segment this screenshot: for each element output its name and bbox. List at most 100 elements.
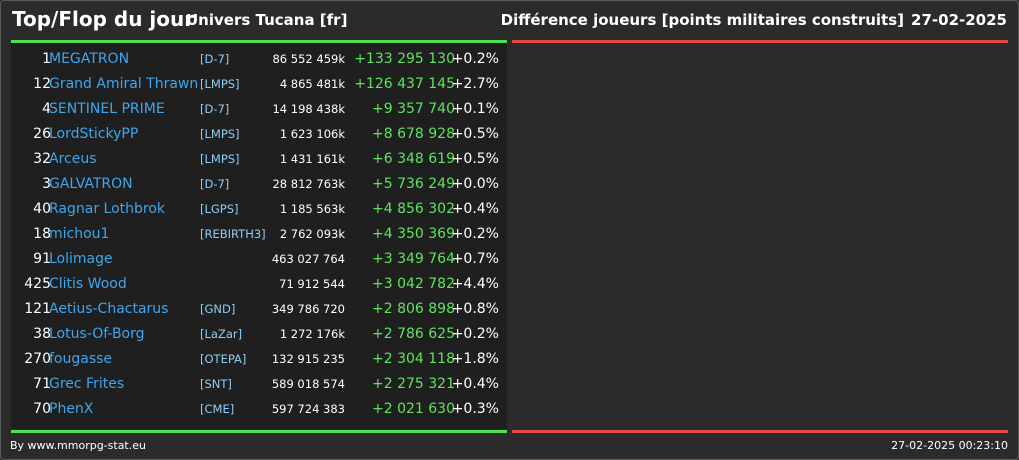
percent-change: +0.2% <box>451 226 499 242</box>
player-name-link[interactable]: MEGATRON <box>49 51 130 67</box>
player-points: 1 272 176k <box>279 327 345 341</box>
player-points: 2 762 093k <box>279 227 345 241</box>
date-label: 27-02-2025 <box>911 11 1007 29</box>
alliance-tag-link[interactable]: [SNT] <box>200 377 232 391</box>
alliance-tag-link[interactable]: [REBIRTH3] <box>200 227 266 241</box>
points-difference: +133 295 130 <box>354 51 455 67</box>
points-difference: +8 678 928 <box>372 126 455 142</box>
alliance-tag-link[interactable]: [D-7] <box>200 52 230 66</box>
player-rank: 3 <box>42 176 51 192</box>
player-name-link[interactable]: Lotus-Of-Borg <box>49 326 145 342</box>
player-points: 132 915 235 <box>271 352 345 366</box>
player-rank: 32 <box>33 151 51 167</box>
alliance-tag-link[interactable]: [GND] <box>200 302 236 316</box>
alliance-tag-link[interactable]: [D-7] <box>200 177 230 191</box>
player-row: 270 fougasse [OTEPA] 132 915 235 +2 304 118 +… <box>11 347 507 372</box>
points-difference: +2 304 118 <box>372 351 455 367</box>
player-points: 14 198 438k <box>272 102 345 116</box>
player-points: 597 724 383 <box>271 402 345 416</box>
points-difference: +2 021 630 <box>372 401 455 417</box>
alliance-tag-link[interactable]: [CME] <box>200 402 235 416</box>
percent-change: +0.8% <box>451 301 499 317</box>
player-name-link[interactable]: GALVATRON <box>49 176 133 192</box>
flop-players-panel <box>512 43 1008 429</box>
player-rank: 1 <box>42 51 51 67</box>
player-row: 425 Clitis Wood 71 912 544 +3 042 782 +4.4% <box>11 272 507 297</box>
percent-change: +0.2% <box>451 326 499 342</box>
player-name-link[interactable]: PhenX <box>49 401 94 417</box>
player-name-link[interactable]: Grand Amiral Thrawn <box>49 76 199 92</box>
player-row: 91 Lolimage 463 027 764 +3 349 764 +0.7% <box>11 247 507 272</box>
player-row: 71 Grec Frites [SNT] 589 018 574 +2 275 321 +… <box>11 372 507 397</box>
player-row: 32 Arceus [LMPS] 1 431 161k +6 348 619 +0.5% <box>11 147 507 172</box>
player-row: 3 GALVATRON [D-7] 28 812 763k +5 736 249 +0.0… <box>11 172 507 197</box>
flop-divider-bottom <box>512 430 1008 433</box>
alliance-tag-link[interactable]: [D-7] <box>200 102 230 116</box>
player-name-link[interactable]: fougasse <box>49 351 113 367</box>
player-points: 28 812 763k <box>272 177 345 191</box>
top-divider-top <box>11 40 507 43</box>
player-name-link[interactable]: michou1 <box>49 226 110 242</box>
player-name-link[interactable]: Grec Frites <box>49 376 125 392</box>
percent-change: +0.7% <box>451 251 499 267</box>
percent-change: +0.5% <box>451 151 499 167</box>
percent-change: +2.7% <box>451 76 499 92</box>
player-name-link[interactable]: Lolimage <box>49 251 113 267</box>
metric-label: Différence joueurs [points militaires co… <box>500 11 904 29</box>
player-points: 1 185 563k <box>279 202 345 216</box>
player-points: 1 431 161k <box>279 152 345 166</box>
player-row: 1 MEGATRON [D-7] 86 552 459k +133 295 130 +0.… <box>11 47 507 72</box>
page-title: Top/Flop du jour <box>12 7 195 31</box>
points-difference: +5 736 249 <box>372 176 455 192</box>
player-rank: 12 <box>33 76 51 92</box>
points-difference: +9 357 740 <box>372 101 455 117</box>
player-points: 463 027 764 <box>271 252 345 266</box>
percent-change: +0.5% <box>451 126 499 142</box>
player-rank: 270 <box>24 351 51 367</box>
alliance-tag-link[interactable]: [LMPS] <box>200 152 240 166</box>
points-difference: +2 806 898 <box>372 301 455 317</box>
player-name-link[interactable]: Ragnar Lothbrok <box>49 201 166 217</box>
alliance-tag-link[interactable]: [LMPS] <box>200 77 240 91</box>
player-points: 349 786 720 <box>271 302 345 316</box>
points-difference: +2 275 321 <box>372 376 455 392</box>
player-rank: 121 <box>24 301 51 317</box>
alliance-tag-link[interactable]: [LaZar] <box>200 327 243 341</box>
points-difference: +3 042 782 <box>372 276 455 292</box>
player-rank: 4 <box>42 101 51 117</box>
player-rank: 18 <box>33 226 51 242</box>
points-difference: +6 348 619 <box>372 151 455 167</box>
player-points: 4 865 481k <box>279 77 345 91</box>
player-name-link[interactable]: SENTINEL PRIME <box>49 101 165 117</box>
player-row: 40 Ragnar Lothbrok [LGPS] 1 185 563k +4 856 … <box>11 197 507 222</box>
player-rank: 91 <box>33 251 51 267</box>
player-rank: 70 <box>33 401 51 417</box>
player-rank: 26 <box>33 126 51 142</box>
player-name-link[interactable]: LordStickyPP <box>49 126 139 142</box>
points-difference: +4 350 369 <box>372 226 455 242</box>
percent-change: +4.4% <box>451 276 499 292</box>
universe-label: Univers Tucana [fr] <box>186 11 348 29</box>
points-difference: +2 786 625 <box>372 326 455 342</box>
percent-change: +0.4% <box>451 376 499 392</box>
player-name-link[interactable]: Clitis Wood <box>49 276 127 292</box>
player-row: 4 SENTINEL PRIME [D-7] 14 198 438k +9 357 74… <box>11 97 507 122</box>
player-row: 12 Grand Amiral Thrawn [LMPS] 4 865 481k +12… <box>11 72 507 97</box>
player-row: 121 Aetius-Chactarus [GND] 349 786 720 +2 80… <box>11 297 507 322</box>
player-points: 1 623 106k <box>279 127 345 141</box>
points-difference: +126 437 145 <box>354 76 455 92</box>
player-rank: 425 <box>24 276 51 292</box>
alliance-tag-link[interactable]: [LGPS] <box>200 202 239 216</box>
player-name-link[interactable]: Arceus <box>49 151 97 167</box>
percent-change: +0.3% <box>451 401 499 417</box>
alliance-tag-link[interactable]: [OTEPA] <box>200 352 247 366</box>
source-link[interactable]: By www.mmorpg-stat.eu <box>10 439 146 452</box>
alliance-tag-link[interactable]: [LMPS] <box>200 127 240 141</box>
percent-change: +0.2% <box>451 51 499 67</box>
player-row: 38 Lotus-Of-Borg [LaZar] 1 272 176k +2 786 6… <box>11 322 507 347</box>
percent-change: +0.0% <box>451 176 499 192</box>
player-points: 86 552 459k <box>272 52 345 66</box>
top-players-panel: 1 MEGATRON [D-7] 86 552 459k +133 295 130 +0.… <box>11 43 507 429</box>
player-name-link[interactable]: Aetius-Chactarus <box>49 301 169 317</box>
player-points: 589 018 574 <box>271 377 345 391</box>
